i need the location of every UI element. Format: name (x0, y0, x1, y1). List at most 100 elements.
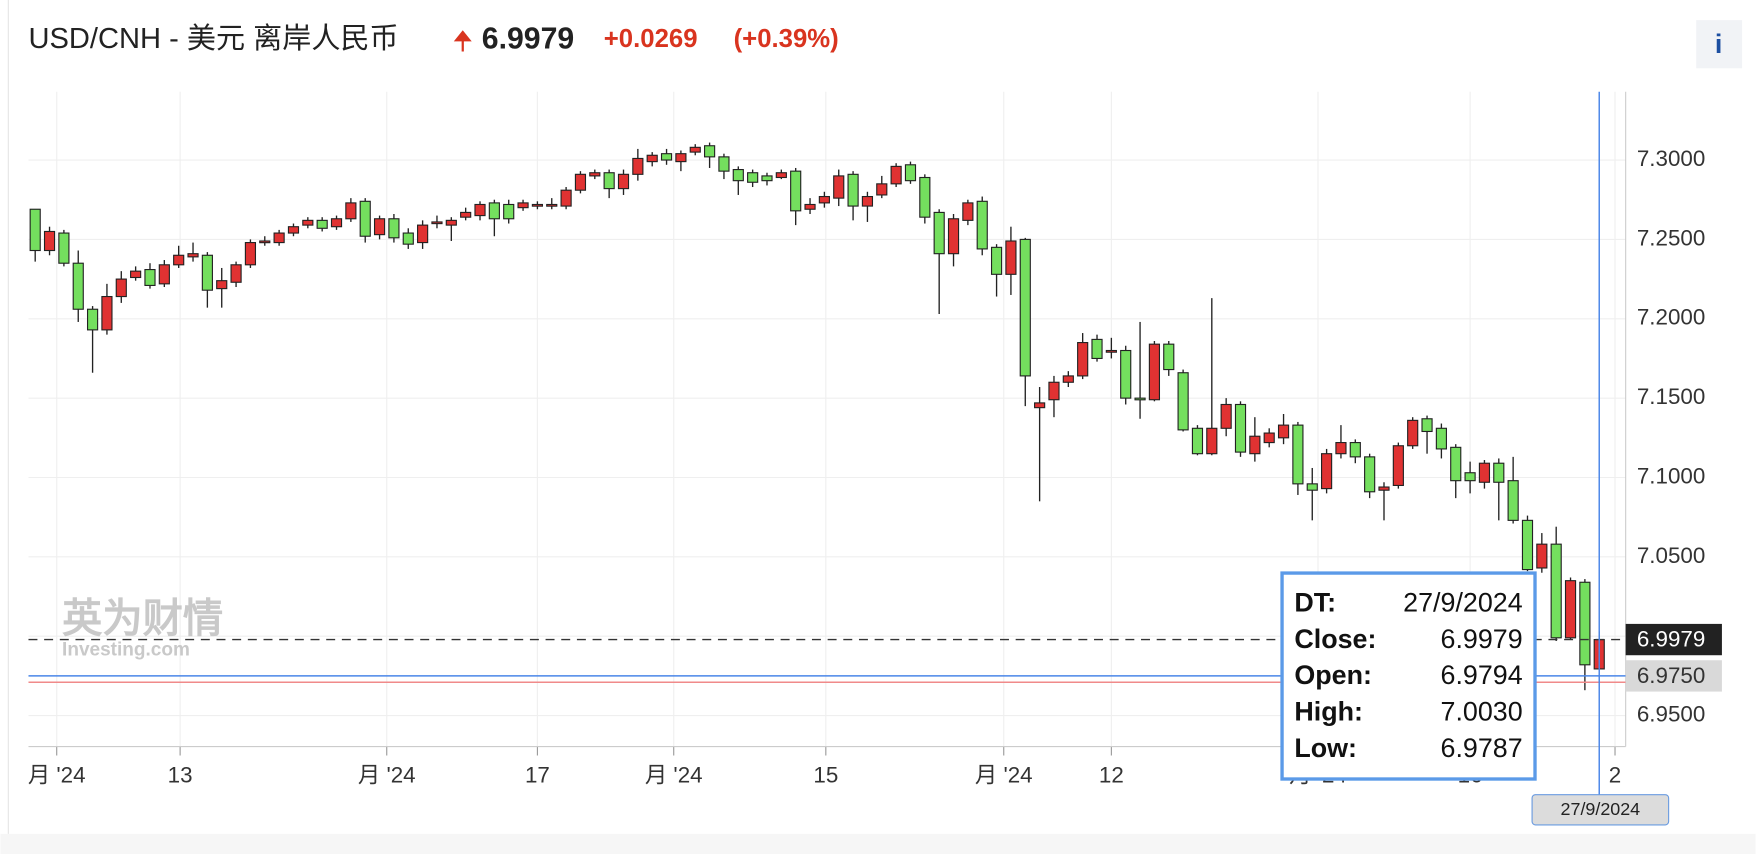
candle (1421, 415, 1433, 454)
candle (259, 236, 271, 246)
candle (1579, 579, 1591, 691)
candle (388, 214, 400, 243)
candle-body (1493, 462, 1505, 483)
candle (1120, 345, 1132, 405)
candle (316, 217, 328, 232)
candle (847, 171, 859, 221)
candle (1263, 428, 1275, 448)
candle-body (1105, 349, 1117, 353)
candle (158, 260, 170, 288)
candle-body (790, 170, 802, 212)
candle-body (904, 164, 917, 182)
candle (503, 199, 515, 224)
candle-body (732, 168, 744, 182)
candle-body (431, 221, 443, 225)
candle-body (1048, 381, 1060, 401)
candle-body (947, 218, 960, 255)
tooltip-label: Open: (1294, 660, 1372, 690)
candle (818, 191, 830, 208)
candle-body (1378, 486, 1390, 491)
candle-body (474, 203, 486, 217)
candle-body (230, 264, 242, 283)
candle-body (1321, 453, 1333, 490)
candle-body (517, 202, 529, 209)
candle (330, 215, 343, 230)
candle-body (1148, 343, 1161, 401)
candle (287, 223, 300, 237)
candle-body (1206, 427, 1218, 455)
candle (1191, 425, 1204, 456)
candle (187, 242, 199, 262)
date-tag-label: 27/9/2024 (1561, 799, 1641, 819)
candle (302, 217, 314, 229)
candle-body (1421, 418, 1433, 433)
candle-body (144, 269, 156, 286)
candle-body (316, 219, 328, 229)
candle-body (1005, 240, 1017, 275)
candle (130, 266, 142, 281)
candle (1034, 387, 1046, 502)
candle-body (43, 230, 56, 252)
candle-body (1536, 543, 1548, 569)
candle-body (1407, 419, 1419, 447)
candle (359, 198, 371, 243)
candle (976, 196, 988, 256)
candle-body (460, 211, 472, 218)
price: 6.9979 (482, 22, 574, 55)
candle (1148, 340, 1161, 402)
candle (1392, 442, 1404, 489)
candle-body (1450, 446, 1462, 482)
candle-body (115, 278, 127, 298)
info-button[interactable] (1696, 20, 1743, 69)
candle (861, 191, 874, 222)
candle (1521, 515, 1534, 572)
candle (947, 214, 960, 267)
candle-body (1091, 338, 1103, 360)
x-tick-label: 12 (1099, 763, 1124, 788)
candle (546, 198, 558, 210)
candle-body (1349, 442, 1361, 458)
candle-body (1077, 342, 1089, 377)
candle-body (1019, 238, 1031, 377)
y-tick-label: 6.9500 (1637, 702, 1705, 727)
candle-body (445, 219, 457, 226)
tooltip-value: 27/9/2024 (1403, 587, 1523, 617)
candle-body (1306, 483, 1318, 491)
tooltip-value: 6.9794 (1441, 660, 1523, 690)
candle-body (847, 173, 859, 207)
x-tick-label: 2 (1609, 763, 1621, 788)
candle-body (660, 153, 673, 161)
candle-body (703, 145, 716, 158)
candle (230, 261, 242, 288)
candle (273, 229, 285, 246)
candle-body (503, 203, 515, 220)
candle (1550, 526, 1562, 641)
tooltip-label: Close: (1294, 624, 1376, 654)
candle (173, 245, 185, 268)
candle-body (273, 232, 285, 244)
candle (833, 169, 845, 207)
candle (29, 208, 41, 262)
candle-body (158, 264, 170, 285)
candle (617, 169, 630, 195)
candle (144, 263, 156, 289)
candle-body (130, 270, 142, 279)
watermark: 英为财情 (62, 596, 223, 641)
candle (703, 142, 716, 168)
candle (804, 198, 816, 215)
candle-body (747, 172, 759, 183)
candle (115, 271, 127, 303)
info-icon[interactable]: i (1715, 29, 1722, 59)
candle (876, 175, 888, 199)
candle-body (1521, 519, 1534, 571)
candle-body (388, 218, 400, 239)
candle (1536, 533, 1548, 573)
candle-body (330, 218, 343, 228)
candle (1077, 333, 1089, 380)
candle (732, 166, 744, 195)
candle (488, 199, 500, 237)
candle-body (359, 200, 371, 237)
watermark: Investing.com (62, 639, 190, 660)
tooltip-value: 7.0030 (1441, 697, 1523, 727)
